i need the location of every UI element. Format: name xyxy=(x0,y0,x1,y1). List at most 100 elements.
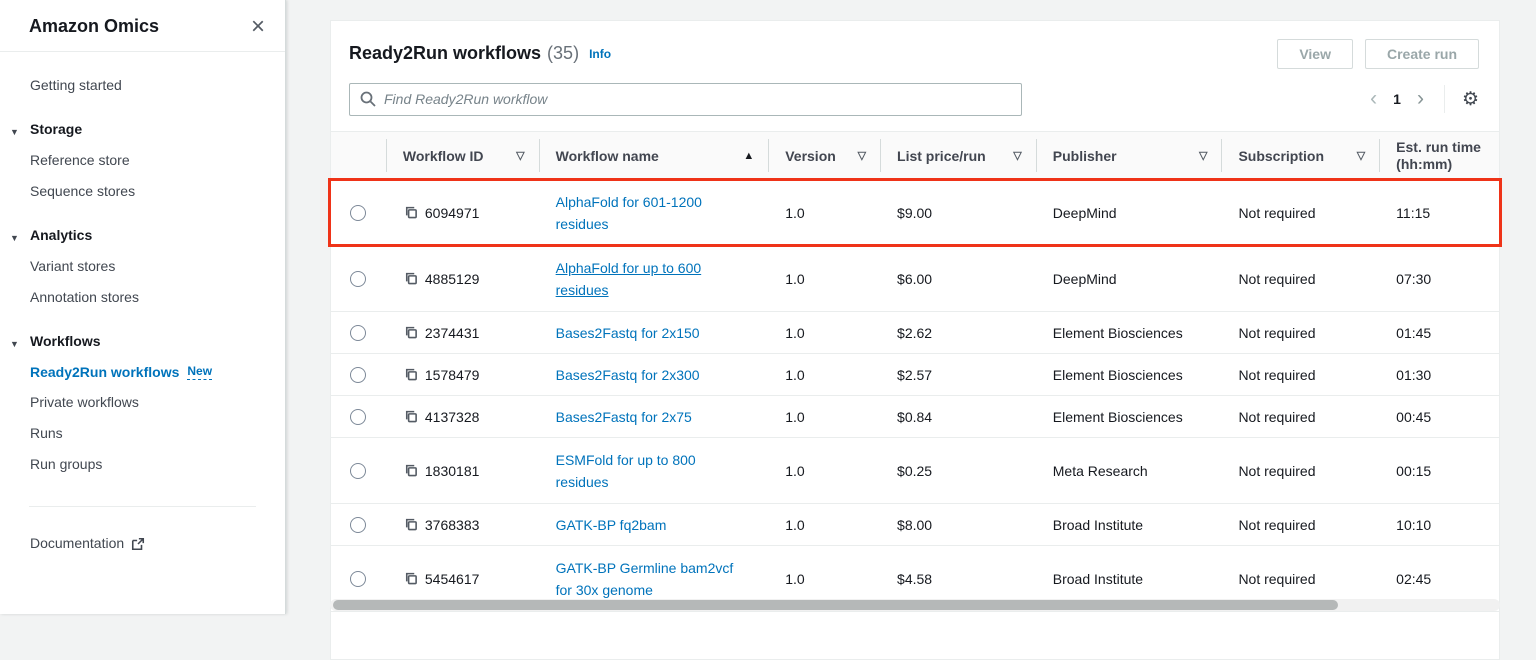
search-input[interactable] xyxy=(384,91,1011,107)
sidebar-item-variant-stores[interactable]: Variant stores xyxy=(30,258,116,274)
row-select-radio[interactable] xyxy=(350,516,367,533)
row-select-radio[interactable] xyxy=(350,270,367,287)
workflow-name-link[interactable]: Bases2Fastq for 2x75 xyxy=(555,408,692,425)
collapse-triangle-icon: ▼ xyxy=(10,233,19,243)
search-box[interactable] xyxy=(349,82,1022,116)
run-time-value: 01:30 xyxy=(1396,366,1432,383)
copy-icon[interactable] xyxy=(403,409,418,424)
subscription-value: Not required xyxy=(1238,570,1316,587)
previous-page-button[interactable]: ‹ xyxy=(1370,87,1378,110)
sidebar-item-reference-store[interactable]: Reference store xyxy=(30,152,130,168)
copy-icon[interactable] xyxy=(403,571,418,586)
column-header-version[interactable]: Version ▽ xyxy=(768,132,880,179)
select-all-column xyxy=(331,132,386,179)
copy-icon[interactable] xyxy=(403,463,418,478)
sidebar-item-private-workflows[interactable]: Private workflows xyxy=(30,394,139,410)
publisher-value: DeepMind xyxy=(1052,270,1117,287)
sidebar-item-sequence-stores[interactable]: Sequence stores xyxy=(30,183,136,199)
sidebar-section-storage[interactable]: ▼ Storage xyxy=(0,114,285,145)
column-header-publisher[interactable]: Publisher ▽ xyxy=(1035,132,1222,179)
workflows-panel: Ready2Run workflows (35) Info View Creat… xyxy=(328,20,1502,660)
pagination: ‹ 1 › ⚙ xyxy=(1370,85,1479,113)
table-row: 1578479 Bases2Fastq for 2x300 1.0 $2.57 … xyxy=(331,354,1499,396)
column-header-workflow-name[interactable]: Workflow name ▲ xyxy=(538,132,769,179)
row-select-radio[interactable] xyxy=(350,324,367,341)
row-select-radio[interactable] xyxy=(350,204,367,221)
price-value: $0.25 xyxy=(897,462,933,479)
next-page-button[interactable]: › xyxy=(1416,87,1424,110)
price-value: $2.62 xyxy=(897,324,933,341)
version-value: 1.0 xyxy=(785,516,805,533)
section-label: Storage xyxy=(30,121,83,137)
sort-icon[interactable]: ▽ xyxy=(1198,150,1208,162)
price-value: $2.57 xyxy=(897,366,933,383)
column-label: List price/run xyxy=(897,147,986,164)
scrollbar-thumb[interactable] xyxy=(333,600,1338,610)
copy-icon[interactable] xyxy=(403,271,418,286)
run-time-value: 07:30 xyxy=(1396,270,1432,287)
workflow-name-link[interactable]: Bases2Fastq for 2x150 xyxy=(555,324,700,341)
sidebar-item-getting-started[interactable]: Getting started xyxy=(30,77,122,93)
subscription-value: Not required xyxy=(1238,270,1316,287)
current-page-number[interactable]: 1 xyxy=(1393,91,1401,107)
workflow-id: 1578479 xyxy=(424,366,480,383)
table-row: 4137328 Bases2Fastq for 2x75 1.0 $0.84 E… xyxy=(331,396,1499,438)
publisher-value: Broad Institute xyxy=(1052,516,1144,533)
divider xyxy=(0,51,285,52)
sidebar-item-runs[interactable]: Runs xyxy=(30,425,63,441)
sidebar-item-documentation[interactable]: Documentation xyxy=(0,528,285,559)
sidebar-section-analytics[interactable]: ▼ Analytics xyxy=(0,220,285,251)
create-run-button[interactable]: Create run xyxy=(1364,38,1479,69)
horizontal-scrollbar[interactable] xyxy=(330,599,1500,611)
row-select-radio[interactable] xyxy=(350,408,367,425)
table-row: 5454617 GATK-BP Germline bam2vcf for 30x… xyxy=(331,546,1499,612)
sidebar-title: Amazon Omics xyxy=(29,16,160,36)
copy-icon[interactable] xyxy=(403,367,418,382)
sidebar-item-ready2run-workflows[interactable]: Ready2Run workflows New xyxy=(0,357,285,387)
search-icon xyxy=(360,91,376,107)
sort-icon[interactable]: ▽ xyxy=(1356,150,1366,162)
sort-icon[interactable]: ▽ xyxy=(857,150,867,162)
copy-icon[interactable] xyxy=(403,205,418,220)
sidebar-section-workflows[interactable]: ▼ Workflows xyxy=(0,326,285,357)
workflow-id: 2374431 xyxy=(424,324,480,341)
ready2run-workflows-link[interactable]: Ready2Run workflows xyxy=(30,364,180,380)
row-select-radio[interactable] xyxy=(350,366,367,383)
collapse-triangle-icon: ▼ xyxy=(10,339,19,349)
sidebar-item-annotation-stores[interactable]: Annotation stores xyxy=(30,289,139,305)
row-select-radio[interactable] xyxy=(350,462,367,479)
row-select-radio[interactable] xyxy=(350,570,367,587)
sort-icon[interactable]: ▽ xyxy=(1013,150,1022,162)
subscription-value: Not required xyxy=(1238,204,1316,221)
view-button[interactable]: View xyxy=(1277,38,1353,69)
column-label: Subscription xyxy=(1238,147,1324,164)
subscription-value: Not required xyxy=(1238,366,1316,383)
column-header-workflow-id[interactable]: Workflow ID ▽ xyxy=(385,132,539,179)
workflow-name-link[interactable]: GATK-BP fq2bam xyxy=(555,516,667,533)
workflow-name-link[interactable]: ESMFold for up to 800 residues xyxy=(555,451,696,490)
workflow-name-link[interactable]: AlphaFold for 601-1200 residues xyxy=(555,193,702,232)
close-icon[interactable]: × xyxy=(250,12,265,40)
external-link-icon xyxy=(132,537,145,550)
documentation-label: Documentation xyxy=(30,535,125,551)
copy-icon[interactable] xyxy=(403,517,418,532)
sidebar-item-run-groups[interactable]: Run groups xyxy=(30,456,103,472)
subscription-value: Not required xyxy=(1238,408,1316,425)
settings-gear-icon[interactable]: ⚙ xyxy=(1461,88,1479,110)
sort-icon[interactable]: ▽ xyxy=(516,150,525,162)
run-time-value: 02:45 xyxy=(1396,570,1432,587)
workflow-name-link[interactable]: AlphaFold for up to 600 residues xyxy=(555,259,702,298)
workflow-name-link[interactable]: Bases2Fastq for 2x300 xyxy=(555,366,700,383)
info-link[interactable]: Info xyxy=(589,46,612,61)
column-label-line2: (hh:mm) xyxy=(1396,155,1453,172)
workflow-name-link[interactable]: GATK-BP Germline bam2vcf for 30x genome xyxy=(555,559,734,598)
sort-icon[interactable]: ▲ xyxy=(743,149,755,162)
workflow-id: 1830181 xyxy=(424,462,480,479)
column-label: Workflow name xyxy=(555,147,659,164)
column-header-est-run-time: Est. run time (hh:mm) xyxy=(1379,132,1499,179)
column-header-subscription[interactable]: Subscription ▽ xyxy=(1221,132,1379,179)
version-value: 1.0 xyxy=(785,324,805,341)
column-header-list-price[interactable]: List price/run ▽ xyxy=(880,132,1036,179)
copy-icon[interactable] xyxy=(403,325,418,340)
version-value: 1.0 xyxy=(785,462,805,479)
